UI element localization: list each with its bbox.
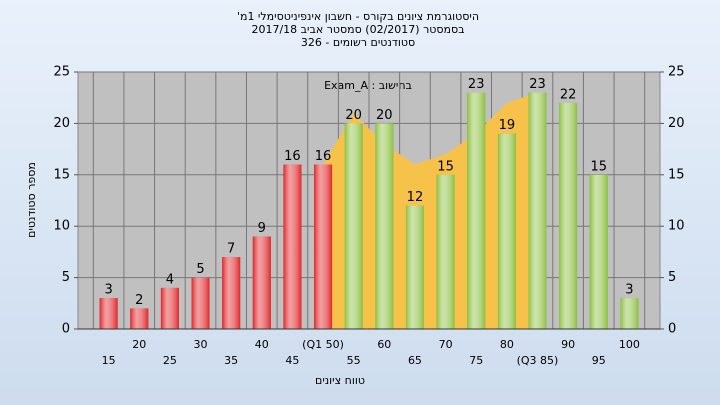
value-label: 3 bbox=[625, 283, 633, 298]
x-tick-label: 70 bbox=[439, 338, 453, 351]
y-tick-label: 0 bbox=[62, 322, 70, 337]
bar-shine bbox=[252, 236, 271, 329]
x-tick-label: 100 bbox=[619, 338, 640, 351]
value-label: 19 bbox=[499, 118, 516, 133]
bar-shine bbox=[497, 133, 516, 329]
y-tick-label: 25 bbox=[53, 65, 70, 80]
bar-shine bbox=[559, 102, 578, 329]
x-tick-label: 15 bbox=[102, 354, 116, 367]
y2-tick-label: 10 bbox=[668, 219, 685, 234]
y2-tick-label: 25 bbox=[668, 65, 685, 80]
x-tick-label: 60 bbox=[377, 338, 391, 351]
x-tick-label: 75 bbox=[469, 354, 483, 367]
x-tick-label: 55 bbox=[347, 354, 361, 367]
x-axis-label: טווח ציונים bbox=[315, 374, 365, 387]
x-tick-label: 35 bbox=[224, 354, 238, 367]
bar-shine bbox=[405, 205, 424, 329]
y-tick-label: 15 bbox=[53, 167, 70, 182]
bar-shine bbox=[467, 92, 486, 329]
bar-shine bbox=[620, 298, 639, 329]
x-tick-label: 20 bbox=[132, 338, 146, 351]
y2-tick-label: 0 bbox=[668, 322, 676, 337]
value-label: 5 bbox=[196, 262, 204, 277]
x-tick-label: (Q3 85) bbox=[517, 354, 559, 367]
bar-shine bbox=[160, 287, 179, 329]
bar-shine bbox=[528, 92, 547, 329]
chart-subtitle: סטודנטים רשומים - 326 bbox=[301, 36, 415, 49]
bar-shine bbox=[283, 164, 302, 329]
bar-shine bbox=[375, 123, 394, 330]
bar-shine bbox=[99, 298, 118, 329]
annotation: בחישוב : Exam_A bbox=[324, 79, 412, 92]
y-tick-label: 5 bbox=[62, 270, 70, 285]
value-label: 20 bbox=[345, 108, 362, 123]
x-tick-label: 80 bbox=[500, 338, 514, 351]
bar-shine bbox=[222, 257, 241, 329]
value-label: 16 bbox=[315, 149, 332, 164]
value-label: 23 bbox=[529, 77, 546, 92]
value-label: 23 bbox=[468, 77, 485, 92]
x-tick-label: 90 bbox=[561, 338, 575, 351]
bar-shine bbox=[344, 123, 363, 330]
y-tick-label: 20 bbox=[53, 116, 70, 131]
value-label: 16 bbox=[284, 149, 301, 164]
bar-shine bbox=[130, 308, 149, 329]
value-label: 15 bbox=[590, 159, 607, 174]
chart-subtitle: בסמסטר (02/2017) סמסטר אביב 2017/18 bbox=[251, 23, 464, 36]
bar-shine bbox=[589, 174, 608, 329]
y2-tick-label: 5 bbox=[668, 270, 676, 285]
bar-shine bbox=[314, 164, 333, 329]
y2-tick-label: 20 bbox=[668, 116, 685, 131]
value-label: 22 bbox=[560, 87, 577, 102]
bar-shine bbox=[191, 277, 210, 329]
value-label: 3 bbox=[104, 283, 112, 298]
value-label: 7 bbox=[227, 242, 235, 257]
y2-tick-label: 15 bbox=[668, 167, 685, 182]
x-tick-label: 40 bbox=[255, 338, 269, 351]
y-axis-label: מספר סטודנטים bbox=[25, 162, 38, 238]
x-tick-label: 30 bbox=[194, 338, 208, 351]
x-tick-label: 65 bbox=[408, 354, 422, 367]
value-label: 20 bbox=[376, 108, 393, 123]
x-tick-label: (Q1 50) bbox=[302, 338, 344, 351]
value-label: 12 bbox=[407, 190, 424, 205]
x-tick-label: 25 bbox=[163, 354, 177, 367]
value-label: 2 bbox=[135, 293, 143, 308]
value-label: 9 bbox=[258, 221, 266, 236]
bar-shine bbox=[436, 174, 455, 329]
chart-title: היסטוגרמת ציונים בקורס - חשבון אינפיניטס… bbox=[237, 10, 479, 23]
value-label: 4 bbox=[166, 272, 174, 287]
x-tick-label: 95 bbox=[592, 354, 606, 367]
x-tick-label: 45 bbox=[285, 354, 299, 367]
y-tick-label: 10 bbox=[53, 219, 70, 234]
value-label: 15 bbox=[437, 159, 454, 174]
